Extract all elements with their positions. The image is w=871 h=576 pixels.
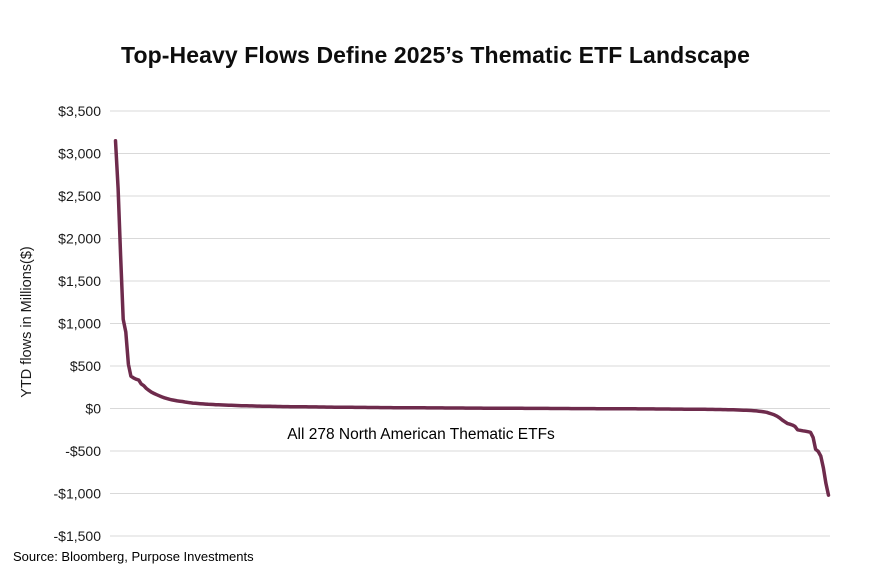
y-tick-label: $0	[85, 401, 101, 417]
y-tick-label: $500	[70, 358, 101, 374]
y-tick-label: $3,500	[58, 103, 101, 119]
y-tick-label: $1,500	[58, 273, 101, 289]
y-tick-label: $2,500	[58, 188, 101, 204]
ytd-flows-series-line	[113, 139, 831, 497]
y-axis-title: YTD flows in Millions($)	[19, 246, 35, 398]
source-note: Source: Bloomberg, Purpose Investments	[13, 549, 254, 564]
y-tick-label: -$1,500	[54, 528, 102, 544]
y-tick-label: $3,000	[58, 146, 101, 162]
chart-title: Top-Heavy Flows Define 2025’s Thematic E…	[121, 42, 750, 68]
chart-annotation: All 278 North American Thematic ETFs	[287, 426, 555, 443]
y-tick-label: $2,000	[58, 231, 101, 247]
y-tick-label: $1,000	[58, 316, 101, 332]
y-tick-label: -$1,000	[54, 486, 102, 502]
y-tick-label: -$500	[65, 443, 101, 459]
